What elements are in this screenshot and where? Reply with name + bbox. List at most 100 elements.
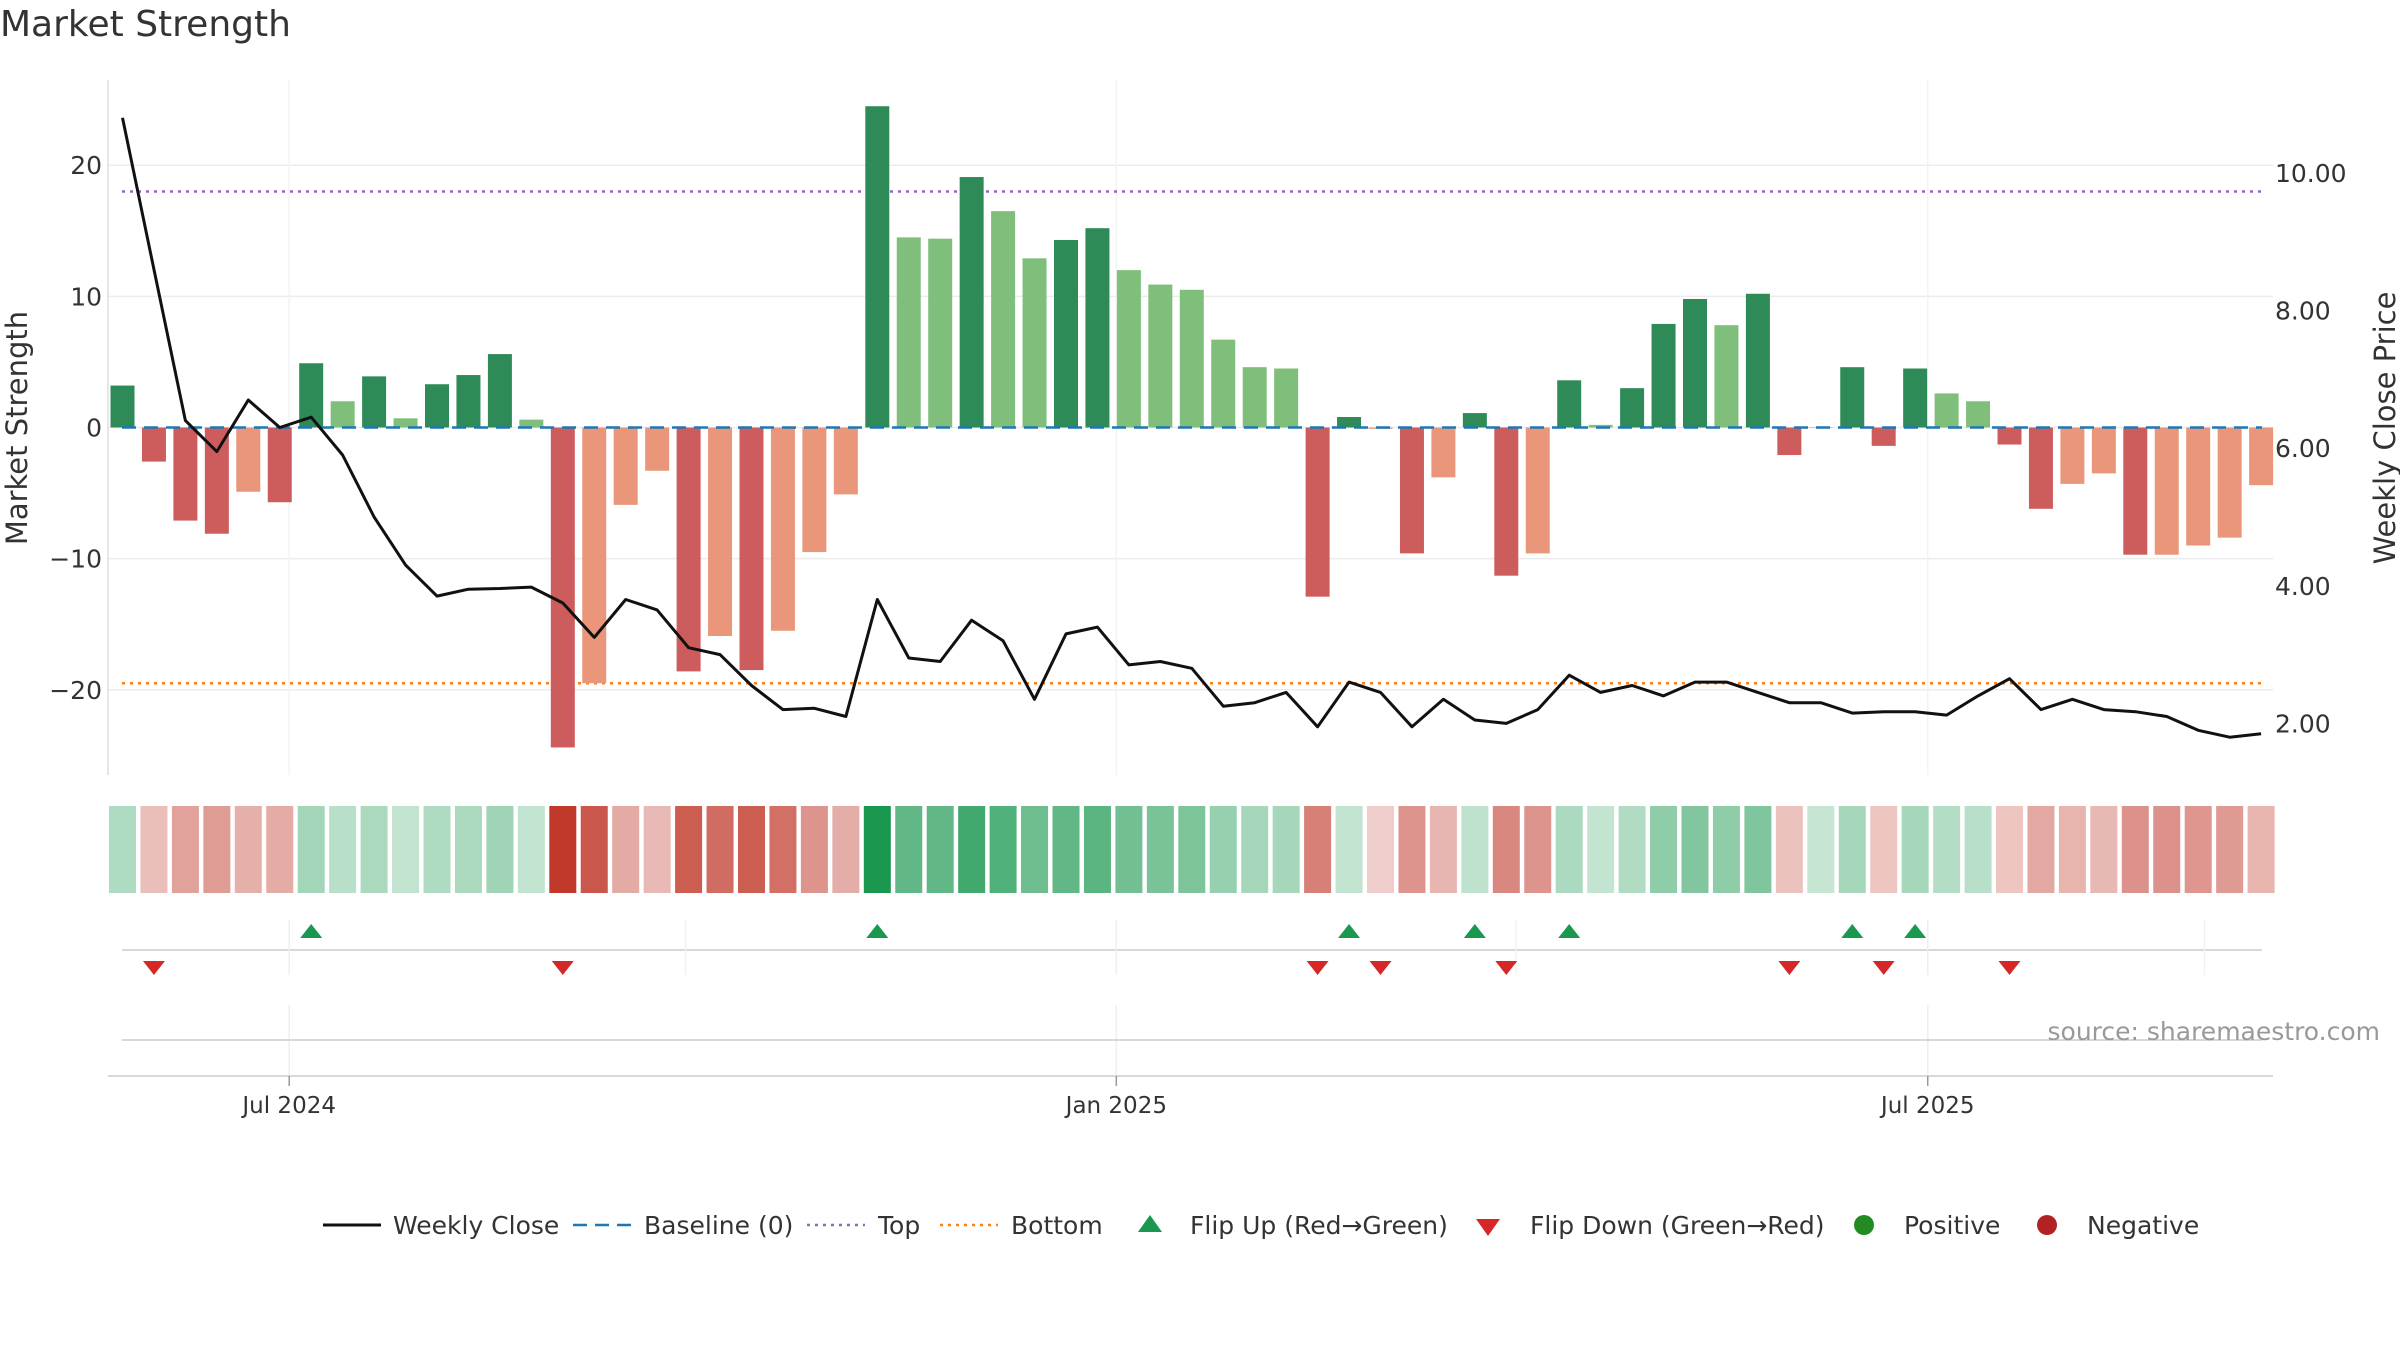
strength-strip-cell — [2121, 806, 2149, 893]
strength-strip-cell — [1744, 806, 1772, 893]
strength-strip-cell — [580, 806, 608, 893]
strength-strip-cell — [1964, 806, 1992, 893]
strength-strip-cell — [738, 806, 765, 893]
strength-bar — [236, 427, 261, 492]
strength-strip-cell — [234, 806, 262, 893]
strength-strip-cell — [675, 806, 703, 893]
strength-strip-cell — [1933, 806, 1961, 893]
strength-bar — [1274, 368, 1299, 428]
strength-strip-cell — [203, 806, 231, 893]
strength-strip-cell — [2184, 806, 2212, 893]
strength-bar — [739, 427, 764, 671]
strength-bar — [487, 354, 512, 428]
strength-strip-cell — [1398, 806, 1426, 893]
strength-bar — [1116, 270, 1141, 428]
strength-bar — [2091, 427, 2116, 474]
strength-bar — [1966, 401, 1991, 428]
strength-bars — [110, 106, 2274, 748]
strength-bar — [676, 427, 701, 672]
flip-down-marker — [1369, 961, 1392, 975]
strength-bar — [1525, 427, 1550, 554]
strength-bar — [330, 401, 355, 428]
y-right-tick-label: 6.00 — [2275, 434, 2331, 463]
strength-strip-cell — [1241, 806, 1269, 893]
strength-strip-cell — [1367, 806, 1394, 893]
flip-up-marker — [1558, 924, 1581, 938]
strength-bar — [1714, 325, 1739, 428]
flip-markers — [122, 920, 2262, 975]
strength-strip-cell — [1052, 806, 1080, 893]
strength-strip-cell — [486, 806, 514, 893]
legend-label: Positive — [1904, 1211, 2000, 1240]
legend-label: Negative — [2087, 1211, 2199, 1240]
legend-swatch-dot — [1854, 1215, 1874, 1235]
strength-bar — [1840, 367, 1865, 428]
strength-strip-cell — [1618, 806, 1646, 893]
strength-strip-cell — [800, 806, 828, 893]
strength-bar — [896, 237, 921, 428]
strength-bar — [1179, 289, 1204, 428]
strength-strip-cell — [958, 806, 986, 893]
strength-bar — [1085, 228, 1110, 428]
strength-bar — [1588, 424, 1613, 428]
strength-bar — [708, 427, 733, 636]
strength-bar — [2060, 427, 2085, 484]
strength-strip-cell — [297, 806, 325, 893]
strength-strip-cell — [1870, 806, 1898, 893]
flip-up-marker — [1338, 924, 1361, 938]
strength-strip-cell — [1524, 806, 1552, 893]
y-left-tick-label: −10 — [49, 545, 102, 574]
strength-strip-cell — [1587, 806, 1615, 893]
chart-title: Market Strength — [0, 4, 291, 45]
strength-bar — [991, 211, 1016, 428]
strength-bar — [2154, 427, 2179, 555]
flip-up-marker — [1463, 924, 1486, 938]
strength-strip-cell — [140, 806, 168, 893]
strength-bar — [1337, 417, 1362, 428]
strength-bar — [1022, 258, 1047, 428]
strength-bar — [613, 427, 638, 505]
strength-strip-cell — [1492, 806, 1520, 893]
strength-bar — [2028, 427, 2053, 509]
strength-heat-strip — [109, 806, 2275, 893]
legend-label: Weekly Close — [393, 1211, 559, 1240]
strength-bar — [1462, 413, 1487, 428]
strength-strip-cell — [1681, 806, 1709, 893]
strength-strip-cell — [2247, 806, 2275, 893]
strength-strip-cell — [1650, 806, 1678, 893]
strength-strip-cell — [1555, 806, 1583, 893]
strength-bar — [550, 427, 575, 748]
strength-strip-cell — [895, 806, 923, 893]
weekly-close-series — [121, 117, 2262, 739]
strength-strip-cell — [926, 806, 954, 893]
strength-bar — [1494, 427, 1519, 576]
strength-bar — [1683, 298, 1707, 428]
flip-down-marker — [1872, 961, 1895, 975]
strength-bar — [1620, 388, 1645, 428]
strength-strip-cell — [1996, 806, 2023, 893]
strength-bar — [1242, 367, 1267, 428]
strength-strip-cell — [1807, 806, 1835, 893]
y-left-tick-label: −20 — [49, 676, 102, 705]
strength-strip-cell — [1146, 806, 1174, 893]
strength-bar — [959, 177, 984, 428]
flip-up-marker — [1904, 924, 1927, 938]
strength-strip-cell — [989, 806, 1017, 893]
flip-down-marker — [1495, 961, 1518, 975]
strength-bar — [1777, 427, 1802, 456]
legend-label: Top — [877, 1211, 920, 1240]
strength-bar — [393, 418, 418, 428]
flip-down-marker — [1306, 961, 1329, 975]
strength-bar — [833, 427, 858, 495]
y-right-tick-label: 10.00 — [2275, 159, 2347, 188]
strength-strip-cell — [1083, 806, 1111, 893]
strength-bar — [1148, 284, 1173, 428]
strength-bar — [1054, 239, 1078, 428]
y-axis-right-label: Weekly Close Price — [2368, 292, 2400, 565]
strength-bar — [1903, 368, 1928, 428]
y-right-tick-label: 4.00 — [2275, 572, 2331, 601]
strength-bar — [582, 427, 607, 684]
x-tick-label: Jan 2025 — [1064, 1093, 1167, 1119]
flip-down-marker — [1998, 961, 2021, 975]
